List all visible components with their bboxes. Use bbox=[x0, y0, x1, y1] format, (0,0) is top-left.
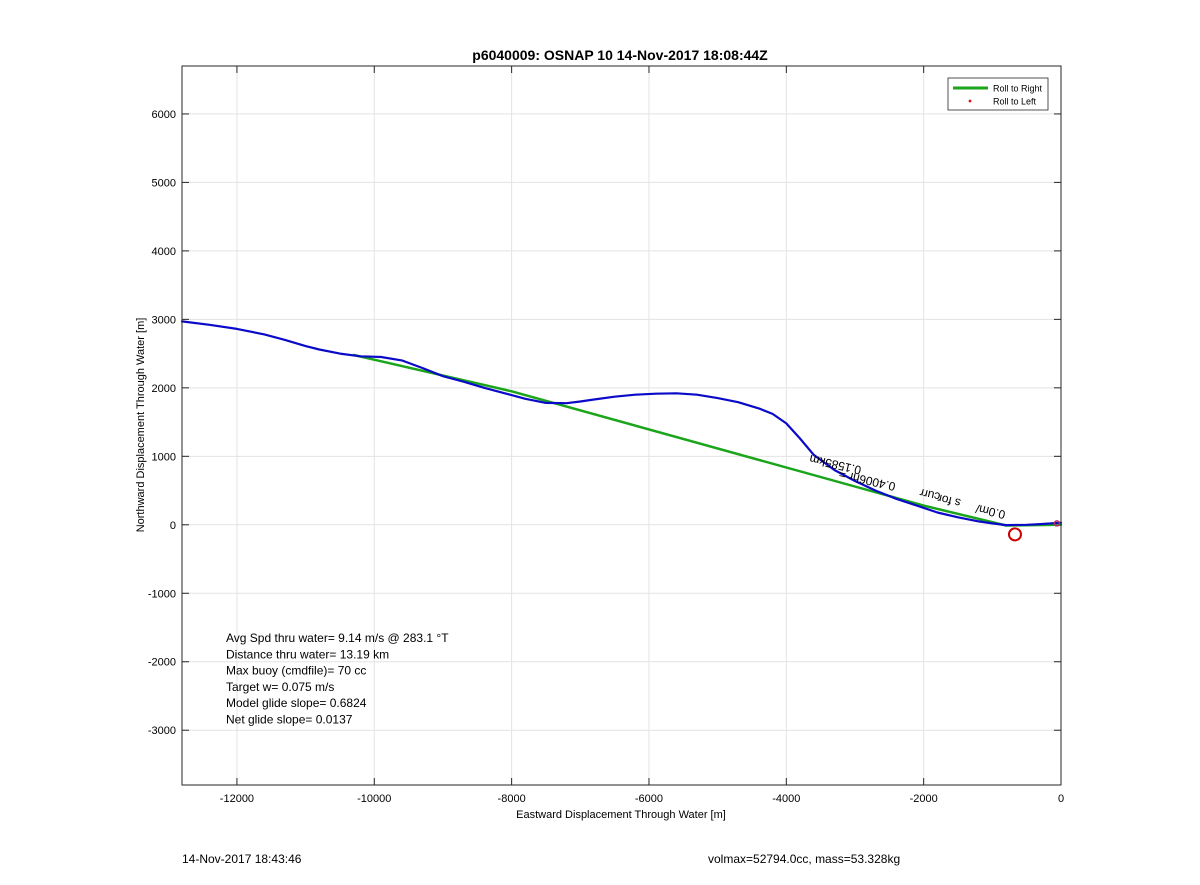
stats-annotation: Max buoy (cmdfile)= 70 cc bbox=[226, 664, 366, 678]
plot-frame bbox=[181, 65, 1062, 786]
y-tick-label: 3000 bbox=[152, 314, 176, 326]
plot-area bbox=[182, 66, 1061, 785]
y-axis-label: Northward Displacement Through Water [m] bbox=[135, 318, 147, 533]
footer-timestamp: 14-Nov-2017 18:43:46 bbox=[182, 852, 302, 866]
legend-box bbox=[947, 77, 1049, 111]
x-tick-label: -8000 bbox=[498, 793, 526, 805]
chart-title: p6040009: OSNAP 10 14-Nov-2017 18:08:44Z bbox=[472, 47, 768, 63]
legend: Roll to Right Roll to Left bbox=[947, 77, 1049, 111]
legend-label-roll-left: Roll to Left bbox=[993, 97, 1037, 107]
grid-lines bbox=[182, 66, 1062, 785]
end-point-marker bbox=[1053, 520, 1061, 527]
x-tick-label: -4000 bbox=[772, 793, 800, 805]
stats-annotation: Model glide slope= 0.6824 bbox=[226, 696, 367, 710]
y-tick-label: 2000 bbox=[152, 383, 176, 395]
x-tick-label: 0 bbox=[1058, 793, 1064, 805]
annotations: Avg Spd thru water= 9.14 m/s @ 283.1 °T D… bbox=[226, 452, 1061, 727]
current-estimate-label: curr bbox=[918, 486, 941, 504]
y-tick-label: -1000 bbox=[148, 588, 176, 600]
y-tick-label: 6000 bbox=[152, 109, 176, 121]
stats-annotation: Target w= 0.075 m/s bbox=[226, 680, 334, 694]
y-tick-label: -2000 bbox=[148, 657, 176, 669]
stats-annotation: Avg Spd thru water= 9.14 m/s @ 283.1 °T bbox=[226, 631, 449, 645]
legend-label-roll-right: Roll to Right bbox=[993, 84, 1043, 94]
stats-annotation: Distance thru water= 13.19 km bbox=[226, 647, 389, 661]
x-axis-label: Eastward Displacement Through Water [m] bbox=[516, 809, 726, 821]
y-tick-label: 5000 bbox=[152, 177, 176, 189]
y-tick-label: 4000 bbox=[152, 246, 176, 258]
current-estimate-label: s for bbox=[936, 491, 962, 510]
y-tick-label: 1000 bbox=[152, 451, 176, 463]
start-circle-marker bbox=[1007, 527, 1022, 542]
y-tick-label: 0 bbox=[170, 520, 176, 532]
x-tick-label: -10000 bbox=[357, 793, 391, 805]
stats-annotation: Net glide slope= 0.0137 bbox=[226, 713, 353, 727]
series-lines bbox=[180, 320, 1063, 527]
y-tick-label: -3000 bbox=[148, 725, 176, 737]
series-line-2 bbox=[180, 320, 1063, 527]
x-tick-label: -6000 bbox=[635, 793, 663, 805]
legend-swatch-roll-left bbox=[968, 99, 972, 103]
x-tick-label: -12000 bbox=[220, 793, 254, 805]
footer-vol-mass: volmax=52794.0cc, mass=53.328kg bbox=[708, 852, 901, 866]
x-tick-label: -2000 bbox=[910, 793, 938, 805]
current-estimate-label: 0.0m/ bbox=[974, 501, 1007, 522]
axis-ticks: -12000 -10000 -8000 -6000 -4000 -2000 0-3000-2… bbox=[148, 66, 1064, 805]
